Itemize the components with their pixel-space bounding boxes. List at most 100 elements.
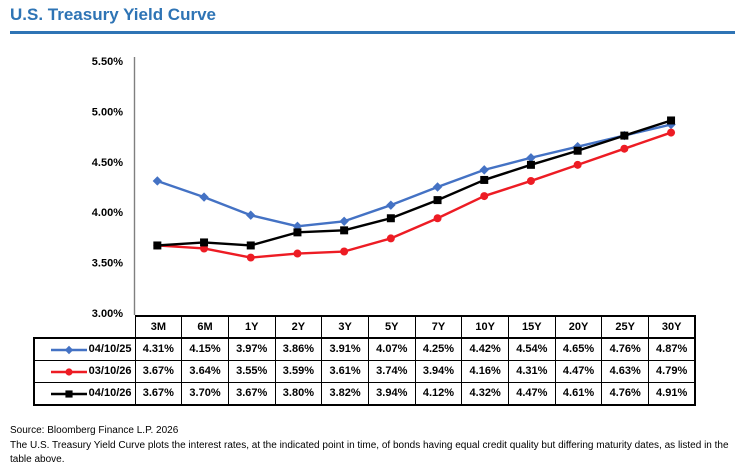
legend-cell: 03/10/26 [33, 360, 136, 383]
yield-value-cell: 4.63% [601, 360, 650, 383]
yield-value-cell: 3.55% [227, 360, 276, 383]
maturity-header: 2Y [274, 315, 323, 339]
series-date-label: 04/10/25 [88, 343, 132, 355]
y-axis-label: 4.50% [92, 157, 123, 169]
yield-value-cell: 4.32% [461, 382, 509, 406]
yield-value-cell: 3.82% [321, 382, 369, 406]
maturity-header: 25Y [601, 315, 650, 339]
yield-value-cell: 4.91% [648, 382, 697, 406]
footer: Source: Bloomberg Finance L.P. 2026 The … [10, 424, 732, 466]
yield-value-cell: 3.94% [367, 382, 416, 406]
yield-value-cell: 3.74% [367, 360, 416, 383]
circle-marker [620, 144, 629, 153]
y-axis-label: 3.00% [92, 308, 123, 320]
square-marker [480, 175, 489, 184]
diamond-marker [526, 153, 536, 163]
diamond-marker [64, 345, 73, 354]
chart-description: The U.S. Treasury Yield Curve plots the … [10, 440, 729, 465]
yield-value-cell: 4.47% [508, 382, 556, 406]
yield-value-cell: 4.79% [648, 360, 697, 383]
yield-value-cell: 3.80% [274, 382, 323, 406]
square-marker [667, 116, 676, 125]
yield-value-cell: 4.31% [508, 360, 556, 383]
circle-marker [433, 214, 442, 223]
series-line-circle [157, 131, 672, 259]
legend-cell: 04/10/25 [33, 337, 136, 361]
square-marker [153, 241, 162, 250]
diamond-marker [339, 216, 349, 226]
table-row: 03/10/26 3.67% 3.64% 3.55% 3.59% 3.61% 3.74% 3.… [33, 360, 697, 383]
maturity-header: 5Y [367, 315, 416, 339]
circle-marker [65, 367, 73, 376]
yield-value-cell: 4.76% [601, 382, 650, 406]
circle-marker [340, 247, 349, 256]
maturity-header: 20Y [554, 315, 603, 339]
y-axis-label: 3.50% [92, 258, 123, 270]
circle-marker [293, 249, 302, 258]
yield-value-cell: 3.64% [181, 360, 229, 383]
maturity-header: 7Y [414, 315, 463, 339]
yield-value-cell: 3.67% [134, 360, 183, 383]
yield-value-cell: 4.16% [461, 360, 509, 383]
circle-marker [386, 234, 395, 243]
table-row: 04/10/26 3.67% 3.70% 3.67% 3.80% 3.82% 3.94% 4.… [33, 382, 697, 406]
legend-cell: 04/10/26 [33, 382, 136, 406]
yield-value-cell: 3.67% [134, 382, 183, 406]
diamond-marker [386, 200, 396, 210]
diamond-marker [152, 176, 163, 186]
yield-value-cell: 3.61% [321, 360, 369, 383]
series-date-label: 03/10/26 [88, 365, 132, 377]
title-underline [10, 31, 735, 34]
yield-value-cell: 4.54% [508, 337, 556, 361]
square-marker [340, 226, 349, 235]
square-legend-key-icon [50, 389, 87, 398]
yield-value-cell: 4.61% [554, 382, 603, 406]
square-marker [246, 241, 255, 250]
table-corner-cell [34, 316, 135, 338]
yield-value-cell: 4.12% [414, 382, 463, 406]
square-marker [386, 214, 395, 223]
series-line-diamond [156, 123, 672, 228]
maturity-header: 6M [181, 315, 229, 339]
circle-marker [573, 160, 582, 169]
y-axis-label: 4.00% [92, 207, 123, 219]
square-marker [200, 238, 209, 247]
square-marker [573, 146, 582, 155]
maturity-header: 3M [134, 315, 183, 339]
maturity-header: 10Y [461, 315, 509, 339]
diamond-marker [666, 119, 676, 130]
page-title: U.S. Treasury Yield Curve [10, 5, 216, 24]
maturity-header: 3Y [321, 315, 369, 339]
maturity-header: 1Y [227, 315, 276, 339]
yield-value-cell: 4.31% [134, 337, 183, 361]
circle-marker [480, 192, 489, 201]
circle-marker [200, 244, 209, 253]
source-note: Source: Bloomberg Finance L.P. 2026 [10, 425, 179, 436]
y-axis-label: 5.50% [92, 56, 123, 68]
yield-value-cell: 3.67% [227, 382, 276, 406]
yield-value-cell: 4.87% [648, 337, 697, 361]
y-axis-label: 5.00% [92, 106, 123, 118]
diamond-legend-key-icon [50, 345, 87, 354]
yield-value-cell: 3.97% [227, 337, 276, 361]
circle-legend-key-icon [50, 367, 87, 376]
series-date-label: 04/10/26 [88, 387, 132, 399]
yield-data-table: 3M 6M 1Y 2Y 3Y 5Y 7Y 10Y 15Y 20Y 25Y 30Y 04/10/25 4.3… [33, 315, 697, 406]
yield-value-cell: 4.07% [367, 337, 416, 361]
yield-value-cell: 3.94% [414, 360, 463, 383]
yield-value-cell: 3.70% [181, 382, 229, 406]
square-marker [433, 196, 442, 205]
yield-value-cell: 3.86% [274, 337, 323, 361]
circle-marker [526, 176, 535, 185]
yield-value-cell: 4.76% [601, 337, 650, 361]
circle-marker [246, 253, 255, 262]
square-marker [526, 160, 535, 169]
diamond-marker [199, 192, 209, 202]
diamond-marker [246, 210, 256, 220]
circle-marker [667, 128, 676, 137]
yield-value-cell: 4.65% [554, 337, 603, 361]
diamond-marker [479, 165, 489, 175]
yield-value-cell: 3.91% [321, 337, 369, 361]
diamond-marker [432, 182, 443, 192]
